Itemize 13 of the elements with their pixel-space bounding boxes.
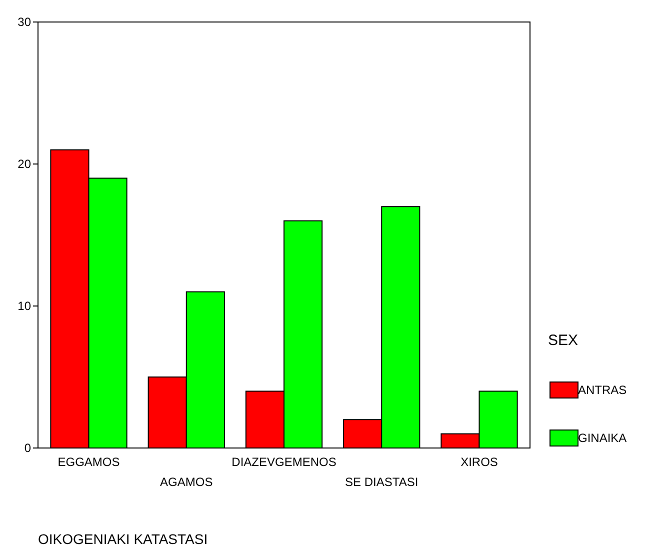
legend-label: ANTRAS	[578, 383, 627, 398]
legend-label: GINAIKA	[578, 431, 627, 446]
x-tick-label: DIAZEVGEMENOS	[232, 455, 336, 469]
x-tick-label: SE DIASTASI	[345, 475, 418, 489]
legend-title: SEX	[548, 332, 578, 349]
y-tick-label: 30	[18, 15, 32, 30]
x-tick-label: EGGAMOS	[58, 455, 120, 469]
x-tick-label: AGAMOS	[160, 475, 213, 489]
y-tick-label: 20	[18, 157, 32, 172]
x-tick-label: XIROS	[460, 455, 498, 469]
x-axis-title: OIKOGENIAKI KATASTASI	[38, 531, 208, 547]
y-tick-label: 10	[18, 299, 32, 314]
y-tick-label: 0	[24, 441, 32, 456]
